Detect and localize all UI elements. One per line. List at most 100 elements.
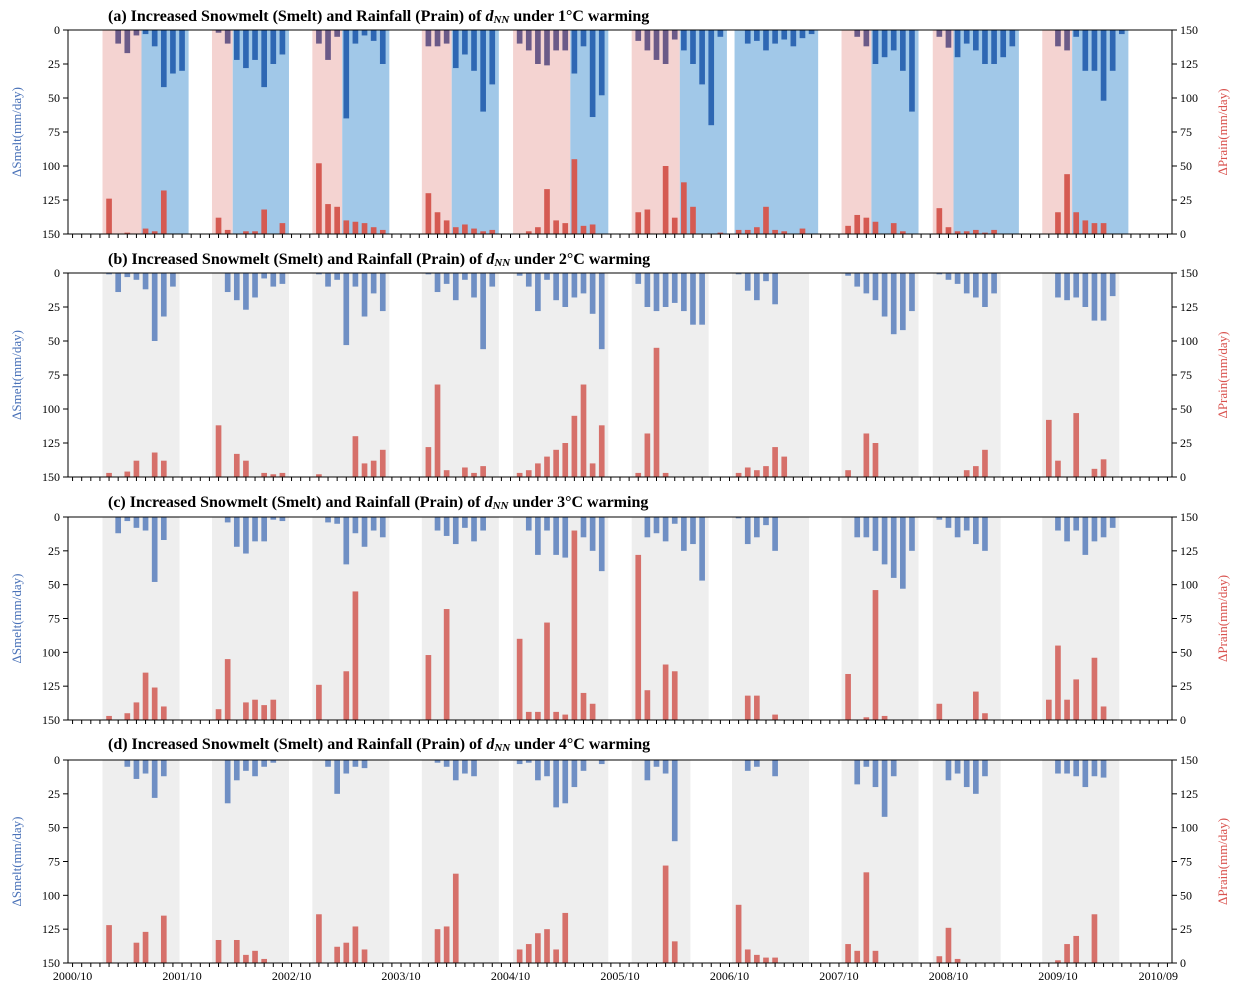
season-shade: [513, 760, 609, 963]
smelt-bar: [352, 273, 359, 287]
prain-bar: [525, 231, 532, 234]
smelt-bar: [553, 30, 559, 51]
right-tick-label: 75: [1180, 612, 1192, 626]
smelt-bar: [945, 760, 952, 781]
prain-bar: [671, 217, 678, 234]
right-tick-label: 150: [1180, 23, 1198, 37]
prain-bar: [379, 449, 386, 477]
prain-bar: [425, 655, 432, 720]
prain-bar: [525, 944, 532, 963]
prain-bar: [735, 472, 742, 477]
prain-bar: [653, 347, 660, 477]
prain-bar: [662, 472, 669, 477]
prain-bar: [352, 221, 359, 234]
smelt-bar: [525, 517, 532, 531]
smelt-bar: [982, 30, 988, 64]
season-shade: [211, 273, 289, 477]
prain-bar: [434, 212, 441, 234]
smelt-bar: [982, 273, 988, 307]
prain-bar: [900, 231, 906, 234]
smelt-bar: [881, 517, 888, 565]
prain-bar: [151, 687, 158, 720]
prain-bar: [124, 471, 131, 477]
smelt-bar: [243, 273, 249, 310]
smelt-bar: [1000, 30, 1007, 58]
right-tick-label: 25: [1180, 922, 1192, 936]
smelt-bar: [215, 30, 222, 33]
smelt-bar: [936, 517, 943, 520]
panel-a: 0 25 50 75 100 125 150 0 25 50 75 100 125 150 ΔSmelt(m…: [9, 8, 1230, 241]
prain-bar: [480, 466, 486, 477]
smelt-bar: [142, 273, 149, 290]
smelt-bar: [343, 273, 350, 346]
prain-bar: [261, 472, 267, 477]
left-tick-label: 50: [48, 821, 60, 835]
prain-bar: [571, 159, 578, 234]
season-shade: [932, 517, 1001, 720]
prain-bar: [471, 472, 477, 477]
prain-bar: [343, 220, 350, 234]
season-shade: [1042, 760, 1120, 963]
smelt-bar: [681, 517, 687, 551]
smelt-bar: [562, 760, 569, 804]
panel-title: (b) Increased Snowmelt (Smelt) and Rainf…: [108, 251, 650, 269]
snow-season-shade: [1072, 30, 1129, 234]
smelt-bar: [562, 517, 569, 558]
right-tick-label: 100: [1180, 578, 1198, 592]
prain-bar: [243, 702, 249, 720]
season-shade: [1042, 517, 1120, 720]
panel-title: (c) Increased Snowmelt (Smelt) and Rainf…: [108, 494, 648, 512]
smelt-bar: [142, 517, 149, 531]
prain-bar: [352, 436, 359, 477]
prain-bar: [316, 474, 322, 477]
smelt-bar: [370, 273, 377, 294]
prain-bar: [571, 530, 578, 720]
smelt-bar: [133, 760, 140, 779]
smelt-bar: [553, 273, 559, 301]
smelt-bar: [973, 760, 979, 794]
right-tick-label: 150: [1180, 510, 1198, 524]
season-shade: [841, 517, 919, 720]
prain-bar: [763, 957, 769, 963]
prain-bar: [361, 463, 368, 477]
smelt-bar: [261, 760, 267, 767]
left-tick-label: 125: [42, 193, 60, 207]
smelt-bar: [553, 760, 559, 808]
left-tick-label: 25: [48, 787, 60, 801]
smelt-bar: [544, 760, 550, 777]
smelt-bar: [973, 517, 979, 545]
smelt-bar: [1009, 30, 1016, 47]
left-tick-label: 100: [42, 645, 60, 659]
smelt-bar: [772, 30, 778, 44]
prain-bar: [1100, 459, 1107, 477]
prain-bar: [160, 706, 167, 720]
smelt-bar: [936, 30, 943, 37]
left-tick-label: 150: [42, 956, 60, 970]
right-tick-label: 150: [1180, 753, 1198, 767]
smelt-bar: [443, 30, 450, 44]
prain-bar: [562, 223, 569, 234]
smelt-bar: [224, 517, 231, 523]
prain-bar: [1073, 679, 1080, 720]
prain-bar: [379, 229, 386, 234]
prain-bar: [580, 225, 587, 234]
smelt-bar: [352, 760, 359, 767]
prain-bar: [690, 206, 696, 234]
smelt-bar: [1073, 760, 1080, 777]
prain-bar: [252, 950, 258, 963]
smelt-bar: [699, 273, 705, 325]
prain-bar: [516, 472, 523, 477]
prain-bar: [142, 228, 149, 234]
smelt-bar: [562, 30, 569, 51]
smelt-bar: [261, 30, 267, 88]
smelt-bar: [589, 273, 596, 314]
left-axis-label: ΔSmelt(mm/day): [9, 817, 24, 907]
smelt-bar: [890, 30, 897, 51]
prain-bar: [644, 433, 651, 477]
smelt-bar: [662, 273, 669, 307]
smelt-bar: [160, 30, 167, 88]
prain-bar: [535, 463, 541, 477]
prain-bar: [261, 705, 267, 720]
smelt-bar: [772, 517, 778, 551]
